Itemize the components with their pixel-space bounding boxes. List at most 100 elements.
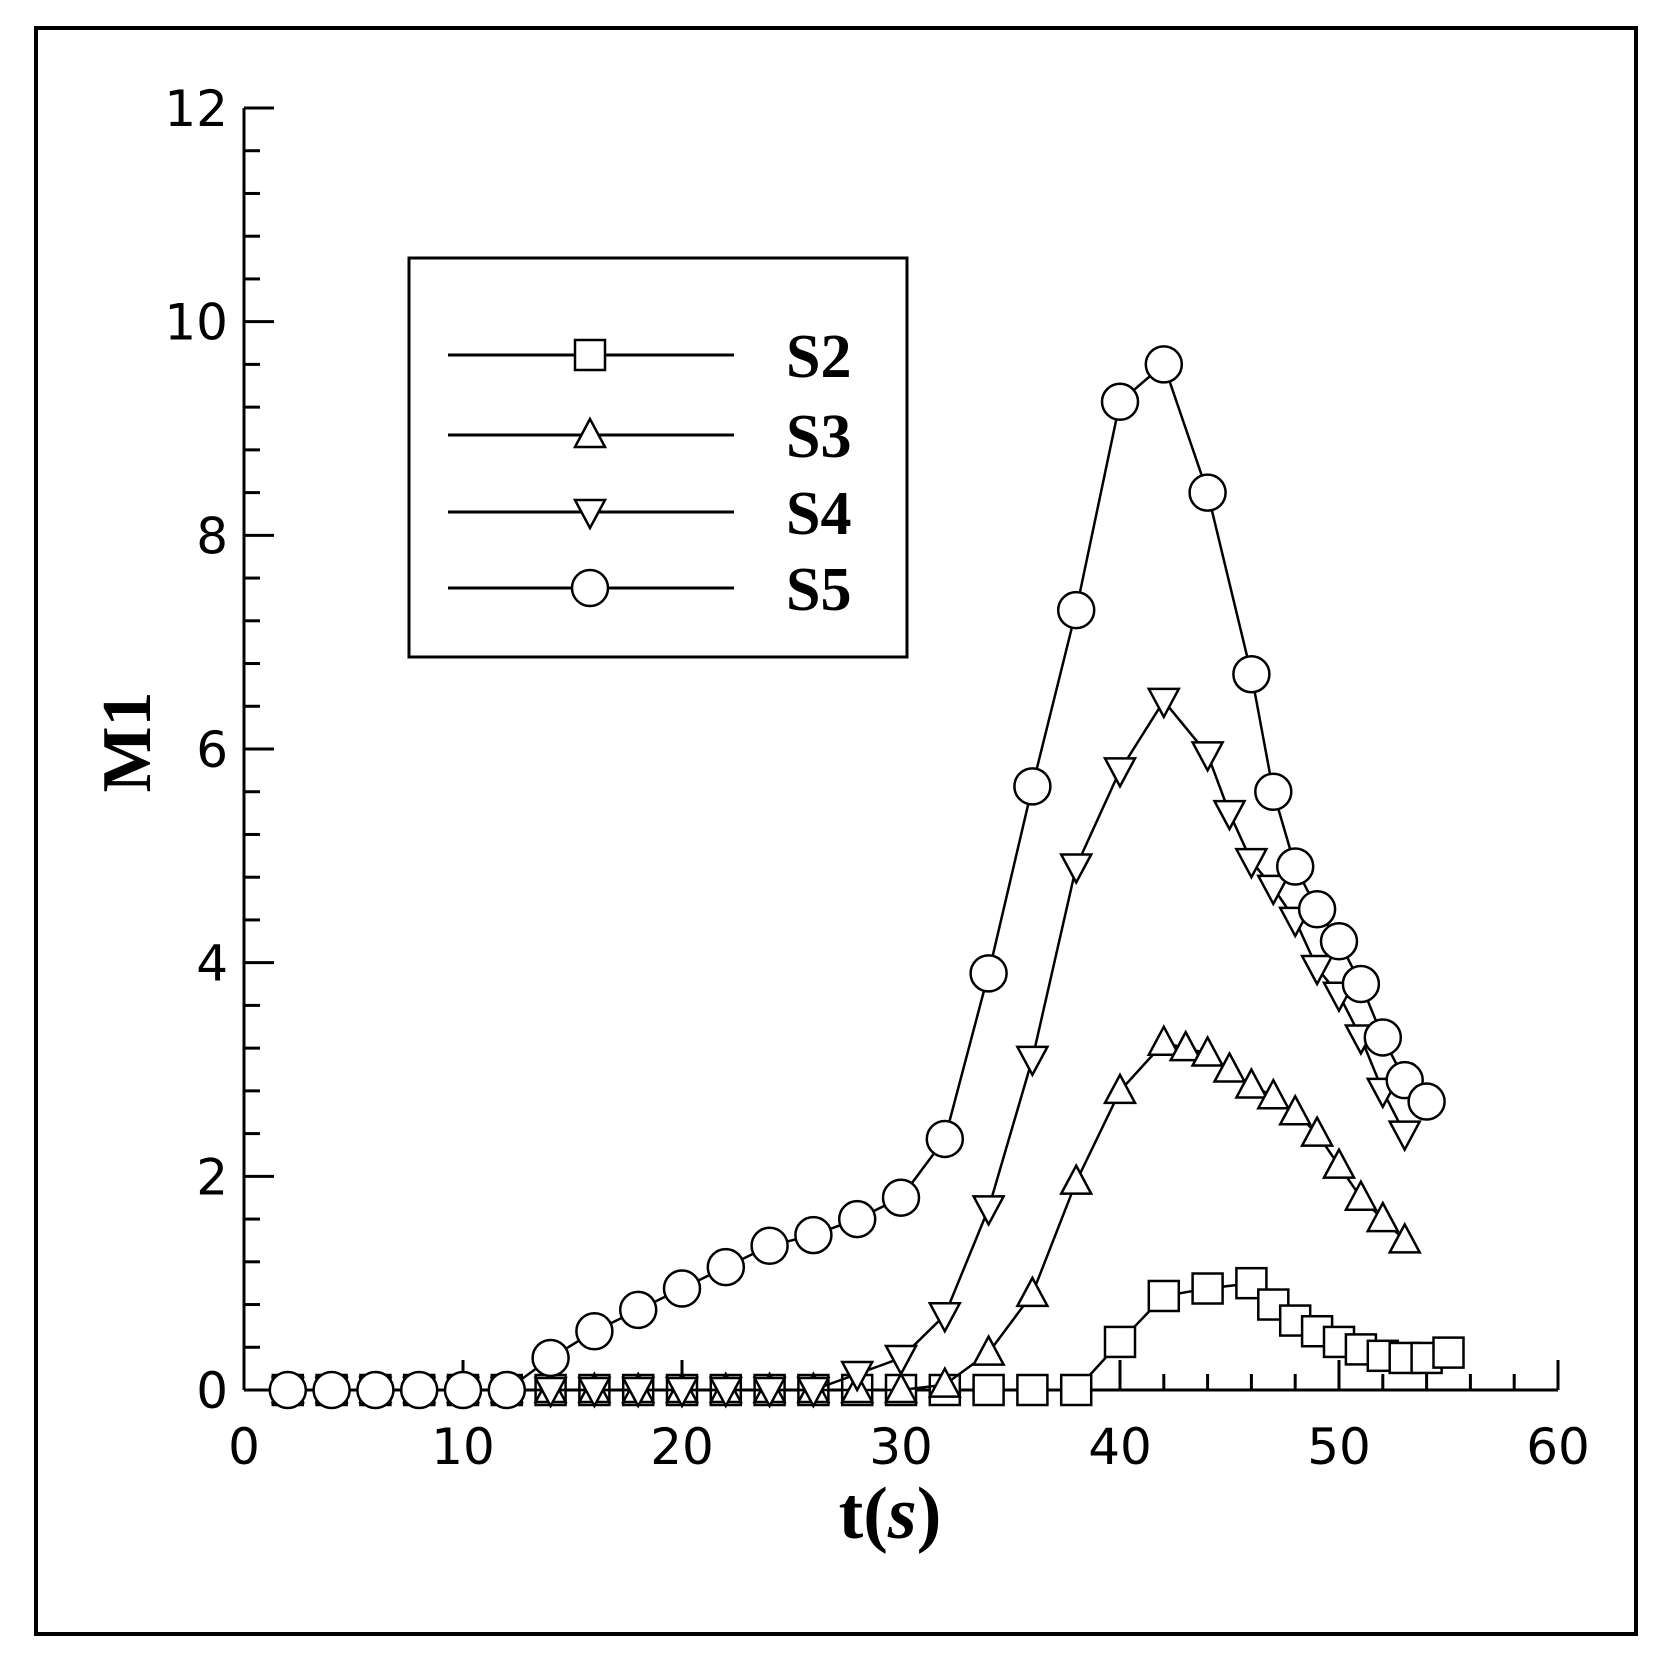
series-s4-point [1387, 1120, 1422, 1153]
series-s4-point [883, 1344, 919, 1377]
series-s3-point [1278, 1093, 1313, 1126]
series-s5-point [443, 1370, 483, 1410]
series-s3-point [1168, 1029, 1203, 1062]
series-s5-point [1188, 473, 1227, 512]
series-s5-point [487, 1370, 527, 1410]
y-tick-label: 8 [196, 507, 228, 565]
series-s4-point [621, 1376, 656, 1409]
series-s4-point [796, 1376, 831, 1409]
y-tick-label: 4 [196, 935, 228, 993]
y-tick-label: 0 [196, 1362, 228, 1420]
series-s5-point [1275, 847, 1315, 886]
series-s5-point [1013, 767, 1052, 806]
series-s5-point [268, 1370, 308, 1410]
series-s2-point [1432, 1336, 1465, 1369]
legend-entry-s5: S5 [448, 556, 851, 624]
axes: 0 10 20 30 40 50 60 0 2 4 6 8 10 12 [164, 80, 1589, 1476]
series-s2-point [1103, 1325, 1137, 1359]
legend-marker-s5 [570, 568, 610, 608]
series-s4-point [1256, 874, 1291, 907]
legend-entry-s3: S3 [448, 403, 851, 471]
series-s3-point [1256, 1077, 1291, 1110]
series-s5-point [312, 1370, 351, 1410]
series-s4-point [1300, 954, 1335, 987]
series-s4-point [577, 1376, 612, 1409]
legend-entry-s2: S2 [448, 323, 851, 391]
x-tick-label: 30 [869, 1418, 933, 1476]
series-s4-point [1059, 853, 1094, 886]
series-s2-point [1147, 1279, 1181, 1313]
series-s3-point [1212, 1050, 1247, 1083]
series-s5-point [1363, 1018, 1403, 1057]
series-s3-point [1102, 1072, 1138, 1105]
series-s5-point [1144, 345, 1184, 384]
series-s5-point [531, 1338, 570, 1378]
series-s5-point [1100, 382, 1140, 422]
y-tick-label: 2 [196, 1148, 228, 1206]
series-s4-point [1190, 741, 1225, 773]
legend-label-s5: S5 [786, 556, 851, 624]
x-tick-label: 40 [1088, 1418, 1152, 1476]
series-s3-point [1321, 1147, 1357, 1179]
legend-marker-s2 [573, 338, 607, 372]
series-s5-point [1056, 590, 1096, 630]
legend-label-s2: S2 [786, 323, 851, 391]
series-s5 [268, 345, 1446, 1410]
series-s2-point [1016, 1373, 1049, 1407]
x-axis-title-unit: s [887, 1473, 917, 1555]
series-s5-point [399, 1370, 439, 1410]
series-s4-point [971, 1195, 1006, 1228]
series-s5-point [1254, 772, 1293, 811]
x-tick-label: 60 [1526, 1418, 1590, 1476]
legend-marker-s4 [572, 498, 608, 531]
series-s5-point [706, 1247, 746, 1287]
y-tick-label: 12 [164, 80, 228, 138]
series-s5-point [662, 1269, 702, 1308]
x-tick-label: 50 [1307, 1418, 1371, 1476]
series-s3-point [1059, 1163, 1094, 1195]
series-s3-point [1365, 1200, 1400, 1233]
series-s3-point [1343, 1179, 1378, 1211]
series-s5-point [618, 1290, 658, 1330]
series-s3-point [1234, 1066, 1269, 1099]
legend-label-s4: S4 [786, 480, 851, 548]
legend: S2 S3 S4 S5 [407, 256, 909, 659]
x-axis-title: t(s) [839, 1473, 942, 1555]
series-s3-point [1015, 1275, 1050, 1308]
series-s4-point [708, 1376, 743, 1409]
x-tick-label: 10 [431, 1418, 495, 1476]
series-s5-point [1232, 654, 1271, 694]
series-s5-point [1407, 1082, 1446, 1121]
x-axis-title-paren-open: ( [863, 1473, 888, 1555]
series-s3-point [1190, 1034, 1225, 1067]
series-s5-point [881, 1178, 921, 1217]
x-axis-title-paren-close: ) [917, 1473, 942, 1555]
series-s5-point [1297, 890, 1337, 929]
series-s2-point [972, 1373, 1005, 1407]
series-s5-point [925, 1119, 965, 1159]
legend-box [407, 256, 909, 659]
series-s5-point [750, 1226, 789, 1266]
series-s4-point [1234, 847, 1269, 880]
series-s3-point [971, 1333, 1006, 1366]
series-s3-point [1300, 1114, 1335, 1147]
series-s3-point [1146, 1024, 1181, 1057]
x-tick-label: 0 [228, 1418, 260, 1476]
series-s4-point [840, 1360, 875, 1393]
series-s4-point [533, 1376, 568, 1409]
series-s2-point [1191, 1272, 1224, 1305]
series-s4-point [664, 1376, 700, 1409]
series-s5-point [837, 1199, 877, 1239]
series-s4-point [1146, 687, 1181, 720]
series-s3-point [883, 1371, 919, 1404]
y-axis-title: M1 [89, 691, 166, 792]
series-s5-point [575, 1311, 614, 1351]
y-tick-label: 10 [164, 294, 228, 352]
legend-label-s3: S3 [786, 403, 851, 471]
legend-entry-s4: S4 [448, 480, 851, 548]
series-s5-point [969, 954, 1008, 993]
series-s4-point [927, 1301, 962, 1334]
x-axis-title-main: t [839, 1473, 864, 1555]
series-s5-point [794, 1215, 833, 1255]
